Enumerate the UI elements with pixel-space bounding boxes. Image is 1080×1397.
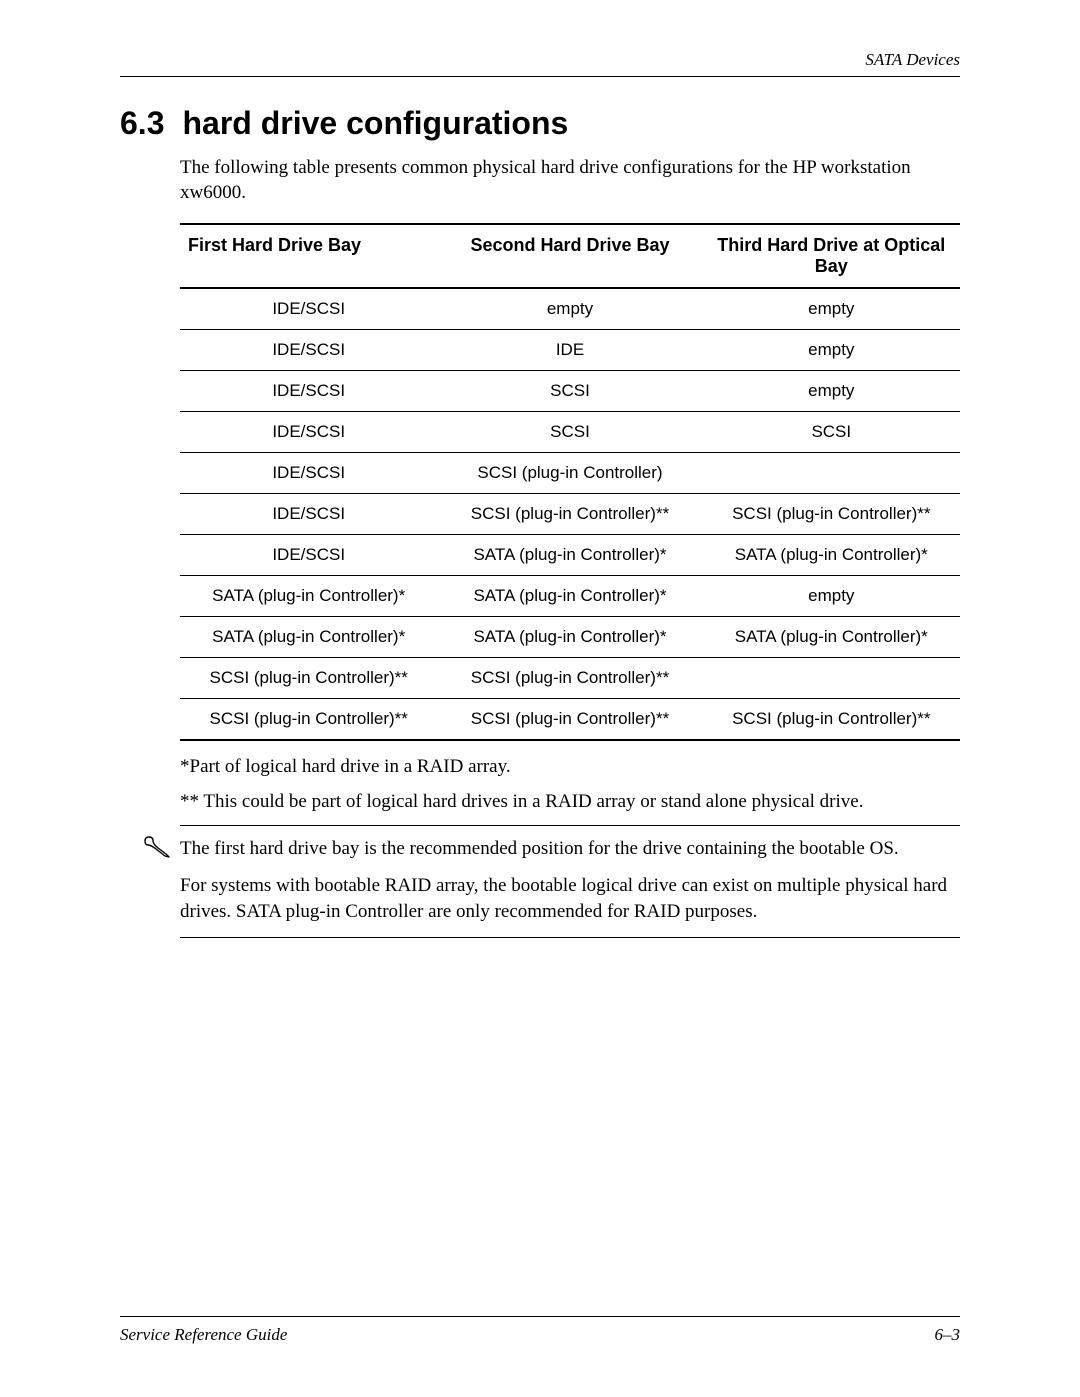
note-block: The first hard drive bay is the recommen… — [180, 825, 960, 938]
table-row: IDE/SCSI SCSI (plug-in Controller)** SCS… — [180, 494, 960, 535]
note-paragraph-2: For systems with bootable RAID array, th… — [180, 873, 960, 924]
table-cell: IDE/SCSI — [180, 288, 437, 330]
table-row: IDE/SCSI empty empty — [180, 288, 960, 330]
section-number: 6.3 — [120, 105, 164, 142]
page-footer: Service Reference Guide 6–3 — [120, 1316, 960, 1345]
table-row: IDE/SCSI SCSI SCSI — [180, 412, 960, 453]
table-cell: SCSI (plug-in Controller)** — [437, 699, 702, 741]
table-cell: IDE/SCSI — [180, 494, 437, 535]
section-heading: 6.3 hard drive configurations — [120, 105, 960, 142]
table-cell: SCSI — [437, 412, 702, 453]
table-cell: SCSI — [437, 371, 702, 412]
running-header: SATA Devices — [120, 50, 960, 77]
table-cell: SATA (plug-in Controller)* — [703, 535, 960, 576]
table-footnotes: *Part of logical hard drive in a RAID ar… — [180, 755, 960, 814]
table-cell: SATA (plug-in Controller)* — [180, 617, 437, 658]
hard-drive-config-table: First Hard Drive Bay Second Hard Drive B… — [180, 223, 960, 741]
footer-doc-title: Service Reference Guide — [120, 1325, 287, 1345]
table-cell: SATA (plug-in Controller)* — [437, 535, 702, 576]
table-cell: IDE/SCSI — [180, 330, 437, 371]
table-cell: empty — [703, 576, 960, 617]
table-cell: SATA (plug-in Controller)* — [180, 576, 437, 617]
table-row: IDE/SCSI SATA (plug-in Controller)* SATA… — [180, 535, 960, 576]
table-cell: SCSI (plug-in Controller)** — [180, 699, 437, 741]
table-cell: SATA (plug-in Controller)* — [703, 617, 960, 658]
table-cell: IDE — [437, 330, 702, 371]
table-cell: IDE/SCSI — [180, 535, 437, 576]
table-row: SCSI (plug-in Controller)** SCSI (plug-i… — [180, 699, 960, 741]
document-page: SATA Devices 6.3 hard drive configuration… — [0, 0, 1080, 1397]
footnote-2: ** This could be part of logical hard dr… — [180, 790, 960, 815]
table-row: SCSI (plug-in Controller)** SCSI (plug-i… — [180, 658, 960, 699]
table-cell: IDE/SCSI — [180, 371, 437, 412]
table-cell: empty — [703, 371, 960, 412]
table-row: SATA (plug-in Controller)* SATA (plug-in… — [180, 617, 960, 658]
section-title: hard drive configurations — [182, 105, 568, 141]
table-header-row: First Hard Drive Bay Second Hard Drive B… — [180, 224, 960, 288]
note-paragraph-1: The first hard drive bay is the recommen… — [180, 836, 960, 862]
table-cell: SCSI (plug-in Controller)** — [437, 494, 702, 535]
table-row: IDE/SCSI SCSI (plug-in Controller) — [180, 453, 960, 494]
table-cell: empty — [437, 288, 702, 330]
note-pencil-icon — [142, 834, 172, 858]
table-cell — [703, 453, 960, 494]
table-cell: empty — [703, 288, 960, 330]
column-header-third-bay: Third Hard Drive at Optical Bay — [703, 224, 960, 288]
table-cell: SCSI (plug-in Controller) — [437, 453, 702, 494]
column-header-first-bay: First Hard Drive Bay — [180, 224, 437, 288]
table-row: IDE/SCSI IDE empty — [180, 330, 960, 371]
table-row: SATA (plug-in Controller)* SATA (plug-in… — [180, 576, 960, 617]
column-header-second-bay: Second Hard Drive Bay — [437, 224, 702, 288]
table-cell: SCSI (plug-in Controller)** — [703, 494, 960, 535]
table-cell: SCSI (plug-in Controller)** — [437, 658, 702, 699]
table-cell: IDE/SCSI — [180, 453, 437, 494]
table-cell — [703, 658, 960, 699]
table-cell: SCSI (plug-in Controller)** — [180, 658, 437, 699]
table-cell: SATA (plug-in Controller)* — [437, 617, 702, 658]
section-intro-paragraph: The following table presents common phys… — [180, 156, 960, 205]
table-row: IDE/SCSI SCSI empty — [180, 371, 960, 412]
footer-page-number: 6–3 — [935, 1325, 961, 1345]
note-text: The first hard drive bay is the recommen… — [180, 836, 960, 925]
table-cell: SATA (plug-in Controller)* — [437, 576, 702, 617]
table-cell: SCSI — [703, 412, 960, 453]
table-cell: IDE/SCSI — [180, 412, 437, 453]
table-cell: empty — [703, 330, 960, 371]
footnote-1: *Part of logical hard drive in a RAID ar… — [180, 755, 960, 780]
table-cell: SCSI (plug-in Controller)** — [703, 699, 960, 741]
